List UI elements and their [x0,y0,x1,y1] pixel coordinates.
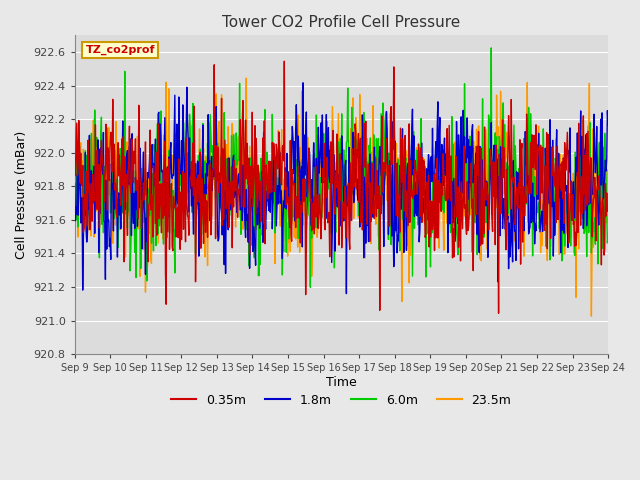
X-axis label: Time: Time [326,376,356,389]
Title: Tower CO2 Profile Cell Pressure: Tower CO2 Profile Cell Pressure [222,15,461,30]
Legend: 0.35m, 1.8m, 6.0m, 23.5m: 0.35m, 1.8m, 6.0m, 23.5m [166,389,516,412]
Y-axis label: Cell Pressure (mBar): Cell Pressure (mBar) [15,131,28,259]
Text: TZ_co2prof: TZ_co2prof [85,45,155,55]
